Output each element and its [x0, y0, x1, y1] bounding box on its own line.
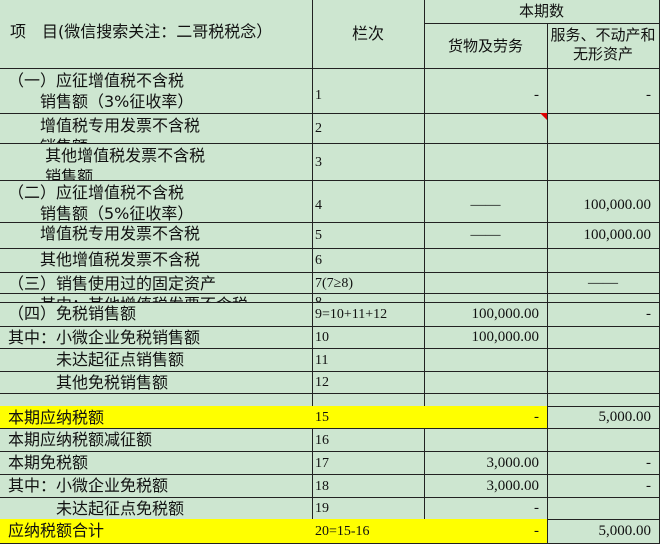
row-19-label-cell[interactable]: 未达起征点免税额 — [0, 497, 313, 520]
row-20=15-16-label-cell[interactable]: 应纳税额合计 — [0, 519, 313, 544]
row-18-services-cell[interactable]: - — [547, 474, 660, 498]
row-9=10+11+12-label-cell[interactable]: （四）免税销售额 — [0, 302, 313, 327]
row-7(7≥8)-line-cell[interactable]: 7(7≥8) — [312, 272, 425, 294]
row-10-label-cell[interactable]: 其中：小微企业免税销售额 — [0, 326, 313, 349]
comment-indicator-icon[interactable] — [540, 113, 547, 120]
header-item: 项 目(微信搜索关注：二哥税税念） — [0, 0, 313, 69]
row-7(7≥8)-goods-cell[interactable] — [424, 272, 548, 294]
row-3-line-cell[interactable]: 3 — [312, 143, 425, 181]
row-hidden-line-cell[interactable] — [312, 393, 425, 407]
row-2-label-cell[interactable]: 增值税专用发票不含税 销售额 — [0, 113, 313, 144]
row-5-line-cell[interactable]: 5 — [312, 222, 425, 249]
row-1-label-cell[interactable]: （一）应征增值税不含税 销售额（3%征收率） — [0, 68, 313, 114]
row-12-line-cell[interactable]: 12 — [312, 371, 425, 394]
row-6-goods-cell[interactable] — [424, 248, 548, 273]
row-10-goods-cell[interactable]: 100,000.00 — [424, 326, 548, 349]
row-7(7≥8)-label-cell[interactable]: （三）销售使用过的固定资产 — [0, 272, 313, 294]
row-16-goods-cell[interactable] — [424, 428, 548, 452]
row-8-goods-cell[interactable] — [424, 293, 548, 303]
row-4-goods-cell[interactable]: —— — [424, 180, 548, 223]
row-hidden-label-cell[interactable] — [0, 393, 313, 407]
row-5-services-cell[interactable]: 100,000.00 — [547, 222, 660, 249]
header-goods: 货物及劳务 — [424, 23, 548, 69]
row-16-label-cell[interactable]: 本期应纳税额减征额 — [0, 428, 313, 452]
row-16-line-cell[interactable]: 16 — [312, 428, 425, 452]
header-line-no: 栏次 — [312, 0, 425, 69]
row-18-line-cell[interactable]: 18 — [312, 474, 425, 498]
row-4-services-cell[interactable]: 100,000.00 — [547, 180, 660, 223]
row-20=15-16-services-cell[interactable]: 5,000.00 — [547, 519, 660, 544]
row-19-goods-cell[interactable]: - — [424, 497, 548, 520]
row-6-label-cell[interactable]: 其他增值税发票不含税 — [0, 248, 313, 273]
row-18-goods-cell[interactable]: 3,000.00 — [424, 474, 548, 498]
row-11-services-cell[interactable] — [547, 348, 660, 372]
row-3-services-cell[interactable] — [547, 143, 660, 181]
row-8-line-cell[interactable]: 8 — [312, 293, 425, 303]
row-2-goods-cell[interactable] — [424, 113, 548, 144]
header-current-period: 本期数 — [424, 0, 660, 24]
row-11-goods-cell[interactable] — [424, 348, 548, 372]
row-6-line-cell[interactable]: 6 — [312, 248, 425, 273]
row-15-label-cell[interactable]: 本期应纳税额 — [0, 406, 313, 429]
row-12-goods-cell[interactable] — [424, 371, 548, 394]
row-10-services-cell[interactable] — [547, 326, 660, 349]
row-5-goods-cell[interactable]: —— — [424, 222, 548, 249]
row-2-line-cell[interactable]: 2 — [312, 113, 425, 144]
row-17-line-cell[interactable]: 17 — [312, 451, 425, 475]
row-hidden-services-cell[interactable] — [547, 393, 660, 407]
row-9=10+11+12-services-cell[interactable]: - — [547, 302, 660, 327]
row-18-label-cell[interactable]: 其中：小微企业免税额 — [0, 474, 313, 498]
row-hidden-goods-cell[interactable] — [424, 393, 548, 407]
header-services: 服务、不动产和无形资产 — [547, 23, 660, 69]
row-8-label-cell[interactable]: 其中：其他增值税发票不含税 — [0, 293, 313, 303]
row-19-line-cell[interactable]: 19 — [312, 497, 425, 520]
row-19-services-cell[interactable] — [547, 497, 660, 520]
row-17-goods-cell[interactable]: 3,000.00 — [424, 451, 548, 475]
row-16-services-cell[interactable] — [547, 428, 660, 452]
row-20=15-16-goods-cell[interactable]: - — [424, 519, 548, 544]
row-6-services-cell[interactable] — [547, 248, 660, 273]
row-9=10+11+12-line-cell[interactable]: 9=10+11+12 — [312, 302, 425, 327]
row-15-line-cell[interactable]: 15 — [312, 406, 425, 429]
row-15-services-cell[interactable]: 5,000.00 — [547, 406, 660, 429]
row-1-services-cell[interactable]: - — [547, 68, 660, 114]
row-12-label-cell[interactable]: 其他免税销售额 — [0, 371, 313, 394]
row-17-label-cell[interactable]: 本期免税额 — [0, 451, 313, 475]
row-11-line-cell[interactable]: 11 — [312, 348, 425, 372]
row-9=10+11+12-goods-cell[interactable]: 100,000.00 — [424, 302, 548, 327]
row-20=15-16-line-cell[interactable]: 20=15-16 — [312, 519, 425, 544]
row-4-line-cell[interactable]: 4 — [312, 180, 425, 223]
row-5-label-cell[interactable]: 增值税专用发票不含税 — [0, 222, 313, 249]
row-10-line-cell[interactable]: 10 — [312, 326, 425, 349]
row-17-services-cell[interactable]: - — [547, 451, 660, 475]
row-1-line-cell[interactable]: 1 — [312, 68, 425, 114]
row-3-goods-cell[interactable] — [424, 143, 548, 181]
row-7(7≥8)-services-cell[interactable]: —— — [547, 272, 660, 294]
row-12-services-cell[interactable] — [547, 371, 660, 394]
row-1-goods-cell[interactable]: - — [424, 68, 548, 114]
row-11-label-cell[interactable]: 未达起征点销售额 — [0, 348, 313, 372]
row-4-label-cell[interactable]: （二）应征增值税不含税 销售额（5%征收率） — [0, 180, 313, 223]
row-15-goods-cell[interactable]: - — [424, 406, 548, 429]
row-3-label-cell[interactable]: 其他增值税发票不含税 销售额 — [0, 143, 313, 181]
row-2-services-cell[interactable] — [547, 113, 660, 144]
